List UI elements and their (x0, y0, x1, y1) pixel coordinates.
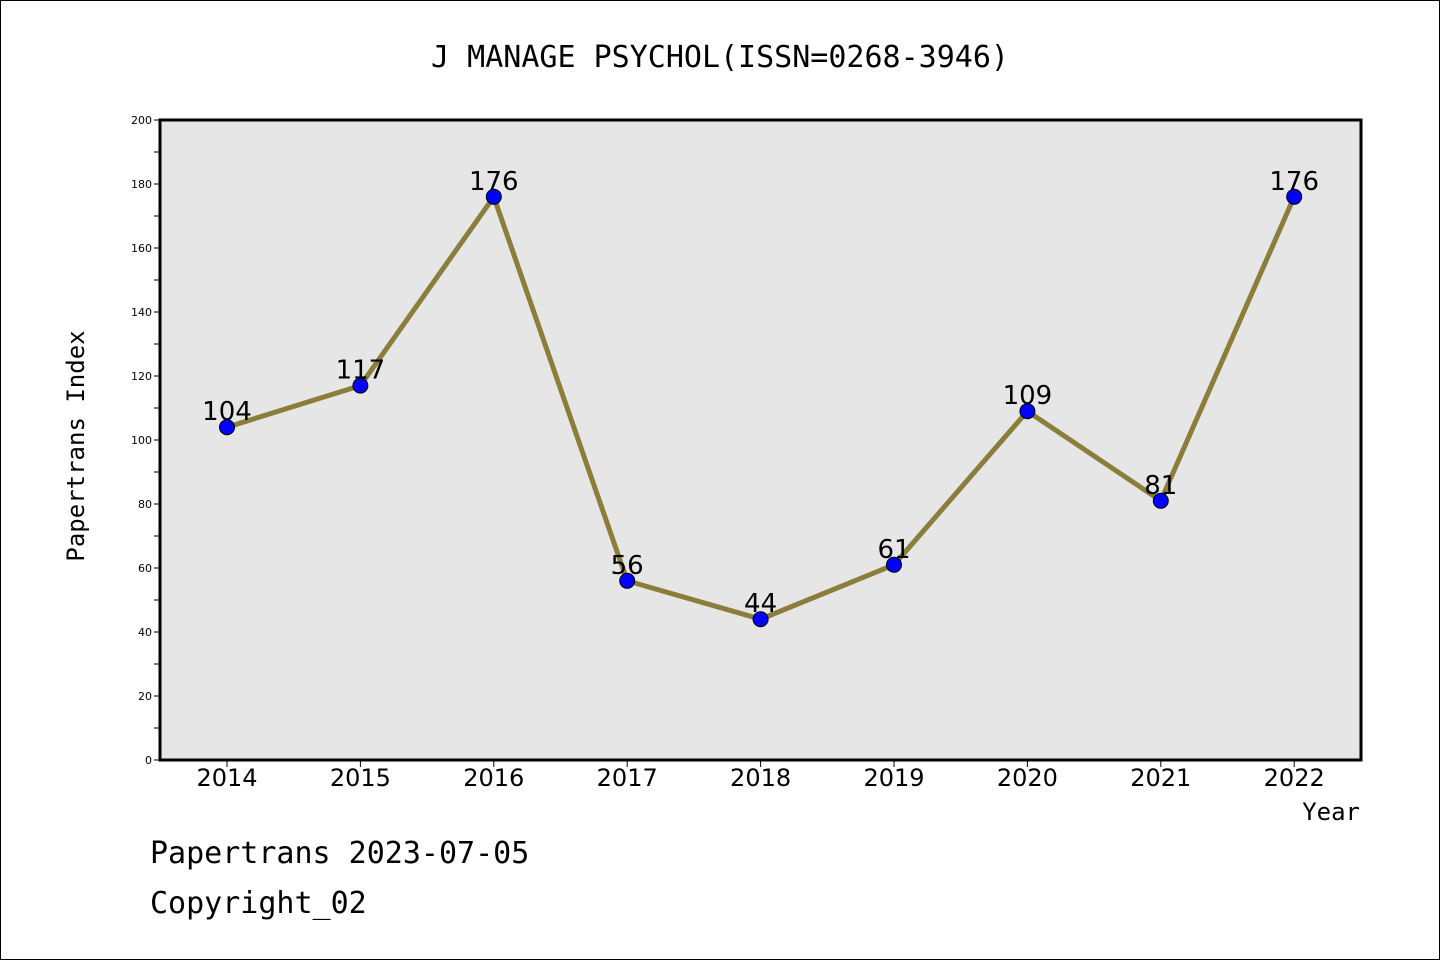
x-tick-label: 2017 (597, 764, 658, 792)
data-point (752, 611, 769, 628)
x-axis-label: Year (1302, 798, 1360, 826)
chart-title: J MANAGE PSYCHOL(ISSN=0268-3946) (431, 40, 1009, 75)
data-label: 44 (744, 589, 777, 619)
x-tick-label: 2019 (863, 764, 924, 792)
x-tick-label: 2014 (196, 764, 257, 792)
plot-area (160, 120, 1361, 760)
data-label: 56 (611, 551, 644, 581)
y-tick-label: 160 (131, 242, 152, 255)
x-tick-label: 2022 (1264, 764, 1325, 792)
x-tick-label: 2016 (463, 764, 524, 792)
data-label: 104 (202, 397, 252, 427)
y-tick-label: 20 (138, 690, 152, 703)
data-label: 176 (1269, 167, 1319, 197)
y-tick-label: 180 (131, 178, 152, 191)
footer-date: Papertrans 2023-07-05 (150, 836, 529, 871)
data-label: 61 (877, 535, 910, 565)
data-point (219, 419, 235, 436)
data-point (619, 572, 636, 589)
data-label: 176 (469, 167, 519, 197)
y-tick-label: 0 (145, 754, 152, 767)
x-tick-label: 2015 (330, 764, 391, 792)
series-markers (219, 188, 1303, 628)
data-label: 109 (1003, 381, 1053, 411)
plot-border (158, 118, 1363, 762)
y-tick-label: 40 (138, 626, 152, 639)
data-label: 117 (336, 356, 386, 386)
y-tick-label: 60 (138, 562, 152, 575)
data-point (1152, 492, 1169, 509)
x-tick-label: 2018 (730, 764, 791, 792)
data-point (886, 556, 902, 573)
data-point (485, 188, 502, 205)
y-tick-label: 120 (131, 370, 152, 383)
x-tick-label: 2020 (997, 764, 1058, 792)
x-tick-label: 2021 (1130, 764, 1191, 792)
data-point (352, 377, 369, 394)
data-label: 81 (1144, 471, 1177, 501)
y-tick-label: 80 (138, 498, 152, 511)
footer-copyright: Copyright_02 (150, 886, 367, 921)
y-tick-label: 100 (131, 434, 152, 447)
y-tick-label: 140 (131, 306, 152, 319)
axis-ticks: 0 20 40 60 80 100 120 140 160 180 200 2014 2015 2016 2… (131, 114, 1325, 792)
y-tick-label: 200 (131, 114, 152, 127)
data-labels: 104 117 176 56 44 61 109 81 176 (202, 167, 1319, 619)
data-point (1286, 188, 1303, 205)
y-axis-label: Papertrans Index (62, 330, 90, 561)
data-point (1019, 403, 1036, 420)
